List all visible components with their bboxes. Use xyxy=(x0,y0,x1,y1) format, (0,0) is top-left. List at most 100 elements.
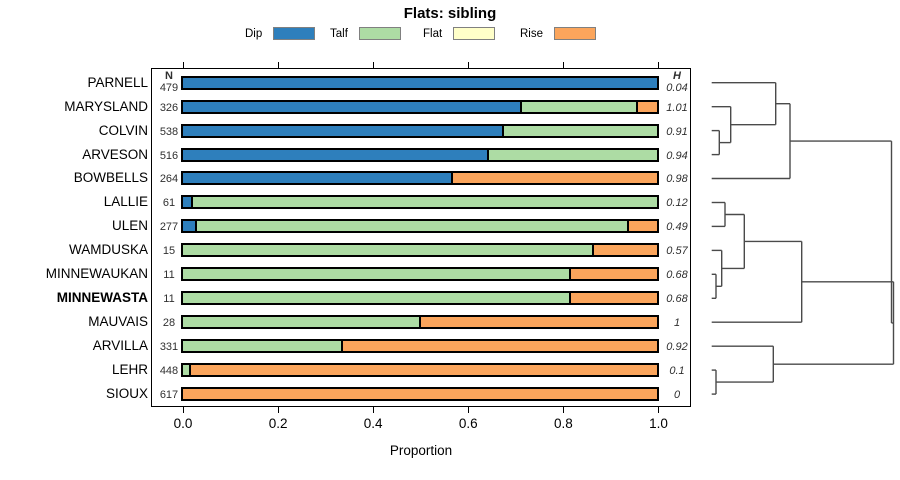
bar-segment-rise xyxy=(626,221,657,232)
bar-segment-talf xyxy=(183,341,342,352)
bar-segment-dip xyxy=(183,125,502,136)
row-label: LEHR xyxy=(111,362,148,378)
bar-segment-talf xyxy=(183,269,570,280)
bar-row xyxy=(181,219,659,234)
bar-row xyxy=(181,291,659,306)
n-value: 516 xyxy=(159,149,179,162)
legend-label: Flat xyxy=(423,27,443,40)
flat-swatch xyxy=(453,27,496,40)
n-value: 28 xyxy=(162,317,176,330)
x-tick-top xyxy=(467,61,469,69)
x-tick-label: 0.6 xyxy=(458,416,478,431)
bar-segment-rise xyxy=(189,365,657,376)
h-value: 0.92 xyxy=(666,341,688,354)
bar-row xyxy=(181,123,659,138)
h-value: 1 xyxy=(673,317,681,330)
bar-segment-rise xyxy=(341,341,657,352)
bar-segment-dip xyxy=(183,149,488,160)
h-value: 0.49 xyxy=(666,221,688,234)
row-label: PARNELL xyxy=(87,74,148,90)
x-tick-top xyxy=(277,61,279,69)
x-tick-label: 1.0 xyxy=(649,416,668,431)
n-value: 277 xyxy=(159,221,179,234)
row-label: MINNEWAUKAN xyxy=(45,266,148,282)
row-label: ULEN xyxy=(111,218,148,234)
talf-swatch xyxy=(358,27,401,40)
bar-row xyxy=(181,99,659,114)
n-column-header: N xyxy=(165,70,173,82)
x-tick-label: 0.0 xyxy=(173,416,193,431)
x-tick-bottom xyxy=(182,406,184,414)
row-label: BOWBELLS xyxy=(73,170,148,186)
row-label: LALLIE xyxy=(103,194,148,210)
bar-row xyxy=(181,363,659,378)
h-value: 0.12 xyxy=(666,197,688,210)
n-value: 15 xyxy=(162,245,176,258)
h-column-header: H xyxy=(673,70,681,82)
bar-segment-rise xyxy=(451,173,657,184)
bar-segment-dip xyxy=(183,101,521,112)
bar-row xyxy=(181,243,659,258)
bar-segment-rise xyxy=(183,389,657,399)
n-value: 264 xyxy=(159,173,179,186)
n-value: 61 xyxy=(162,197,176,210)
x-tick-top xyxy=(182,61,184,69)
row-label: COLVIN xyxy=(98,122,148,138)
bar-row xyxy=(181,195,659,210)
chart-title: Flats: sibling xyxy=(403,5,497,22)
h-value: 0.1 xyxy=(669,365,685,378)
h-value: 0.68 xyxy=(666,269,688,282)
h-value: 1.01 xyxy=(666,101,688,114)
x-tick-label: 0.2 xyxy=(268,416,288,431)
bar-row xyxy=(181,315,659,330)
bar-row xyxy=(181,339,659,354)
x-tick-label: 0.4 xyxy=(363,416,383,431)
x-tick-top xyxy=(562,61,564,69)
x-tick-top xyxy=(372,61,374,69)
bar-segment-talf xyxy=(194,221,627,232)
plot-frame xyxy=(150,68,691,407)
bar-segment-talf xyxy=(183,293,570,304)
bar-segment-rise xyxy=(592,245,657,256)
row-label: ARVILLA xyxy=(92,338,148,354)
bar-segment-talf xyxy=(183,245,593,256)
legend-item-talf: Talf xyxy=(330,26,401,41)
bar-segment-rise xyxy=(419,317,657,328)
bar-segment-rise xyxy=(569,269,657,280)
bar-segment-talf xyxy=(183,365,190,376)
bar-segment-dip xyxy=(183,197,191,208)
row-label: MARYSLAND xyxy=(64,98,148,114)
h-value: 0.94 xyxy=(666,149,688,162)
x-tick-bottom xyxy=(277,406,279,414)
bar-row xyxy=(181,75,659,90)
n-value: 11 xyxy=(163,293,175,306)
bar-row xyxy=(181,387,659,401)
rise-swatch xyxy=(554,27,597,40)
row-label: ARVESON xyxy=(82,146,148,162)
n-value: 326 xyxy=(159,101,179,114)
h-value: 0.04 xyxy=(666,82,688,94)
row-label: WAMDUSKA xyxy=(68,242,148,258)
bar-segment-talf xyxy=(183,317,419,328)
legend-item-rise: Rise xyxy=(520,26,597,41)
legend-label: Rise xyxy=(520,27,544,40)
x-tick-bottom xyxy=(372,406,374,414)
n-value: 448 xyxy=(159,365,179,378)
n-value: 11 xyxy=(163,269,175,282)
bar-segment-talf xyxy=(190,197,657,208)
n-value: 479 xyxy=(159,82,179,94)
bar-segment-dip xyxy=(183,173,452,184)
h-value: 0.98 xyxy=(666,173,688,186)
n-value: 538 xyxy=(159,125,179,138)
row-label: SIOUX xyxy=(105,386,148,401)
h-value: 0.91 xyxy=(666,125,688,138)
x-axis-title: Proportion xyxy=(389,443,453,458)
x-tick-bottom xyxy=(658,406,659,414)
legend-item-dip: Dip xyxy=(245,26,316,41)
bar-segment-rise xyxy=(636,101,657,112)
bar-segment-dip xyxy=(183,221,195,232)
legend-label: Dip xyxy=(245,27,263,40)
bar-row xyxy=(181,147,659,162)
